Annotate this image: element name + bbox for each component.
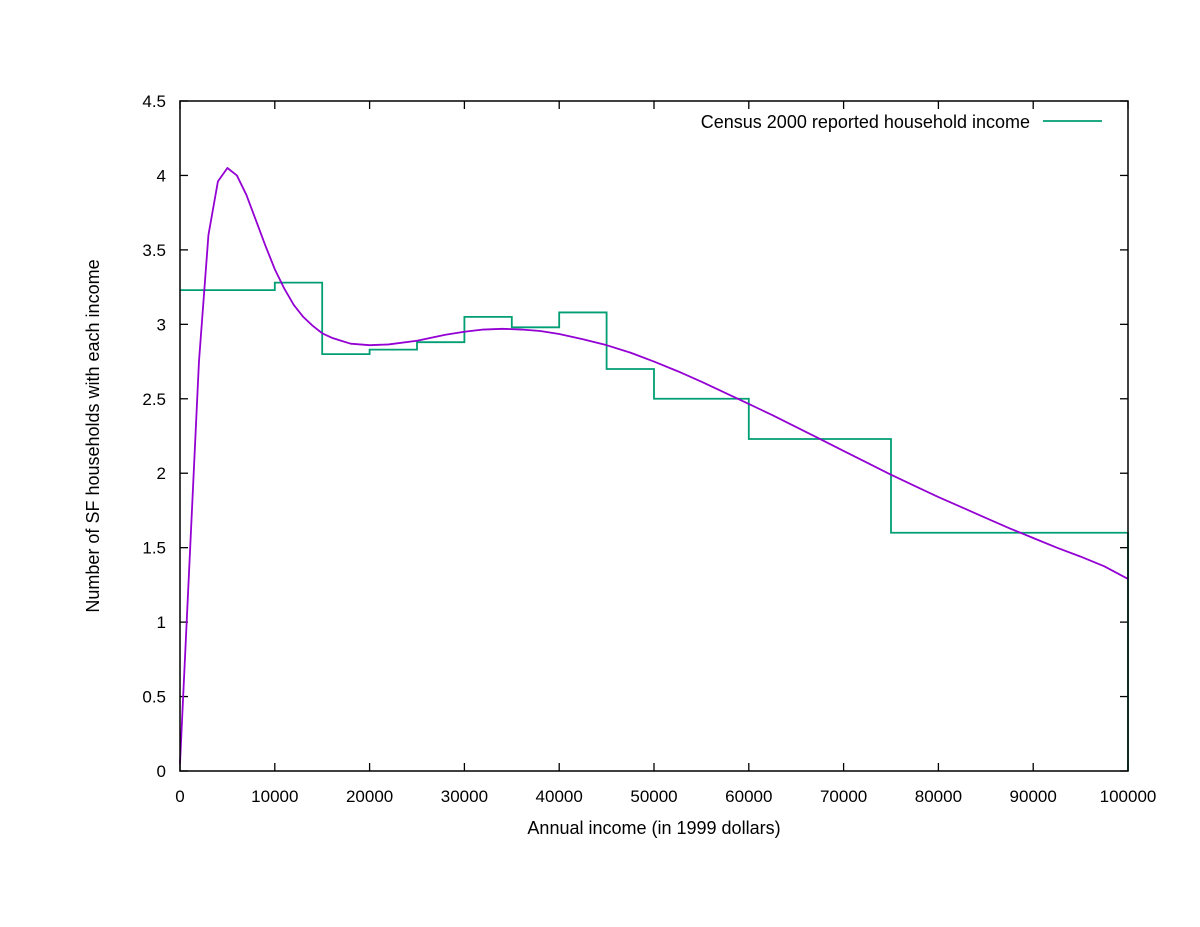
y-tick-label: 4 [157,166,166,185]
series-step-census [180,281,1129,771]
y-tick-label: 2 [157,464,166,483]
y-tick-label: 1.5 [142,539,166,558]
y-tick-label: 1 [157,613,166,632]
x-tick-label: 100000 [1100,787,1157,806]
x-tick-label: 70000 [820,787,867,806]
y-axis-label: Number of SF households with each income [83,259,103,612]
x-tick-label: 30000 [441,787,488,806]
x-tick-label: 50000 [630,787,677,806]
y-tick-label: 0.5 [142,688,166,707]
x-tick-label: 90000 [1010,787,1057,806]
series-line-fit [179,167,1129,764]
legend-label-census: Census 2000 reported household income [701,112,1030,132]
y-tick-label: 4.5 [142,92,166,111]
x-tick-label: 40000 [536,787,583,806]
y-tick-label: 3 [157,315,166,334]
series-layer [179,167,1129,771]
y-axis-ticks: 0 0.5 1 1.5 2 2.5 3 3.5 4 4.5 [142,92,1128,781]
legend: Census 2000 reported household income [701,112,1102,132]
x-tick-label: 0 [175,787,184,806]
y-tick-label: 2.5 [142,390,166,409]
x-tick-label: 80000 [915,787,962,806]
x-axis-label: Annual income (in 1999 dollars) [527,818,780,838]
x-tick-label: 60000 [725,787,772,806]
y-tick-label: 0 [157,762,166,781]
x-axis-ticks: 0 10000 20000 30000 40000 50000 60000 70000 8000… [175,101,1156,806]
x-tick-label: 20000 [346,787,393,806]
y-tick-label: 3.5 [142,241,166,260]
plot-frame [179,100,1129,772]
x-tick-label: 10000 [251,787,298,806]
